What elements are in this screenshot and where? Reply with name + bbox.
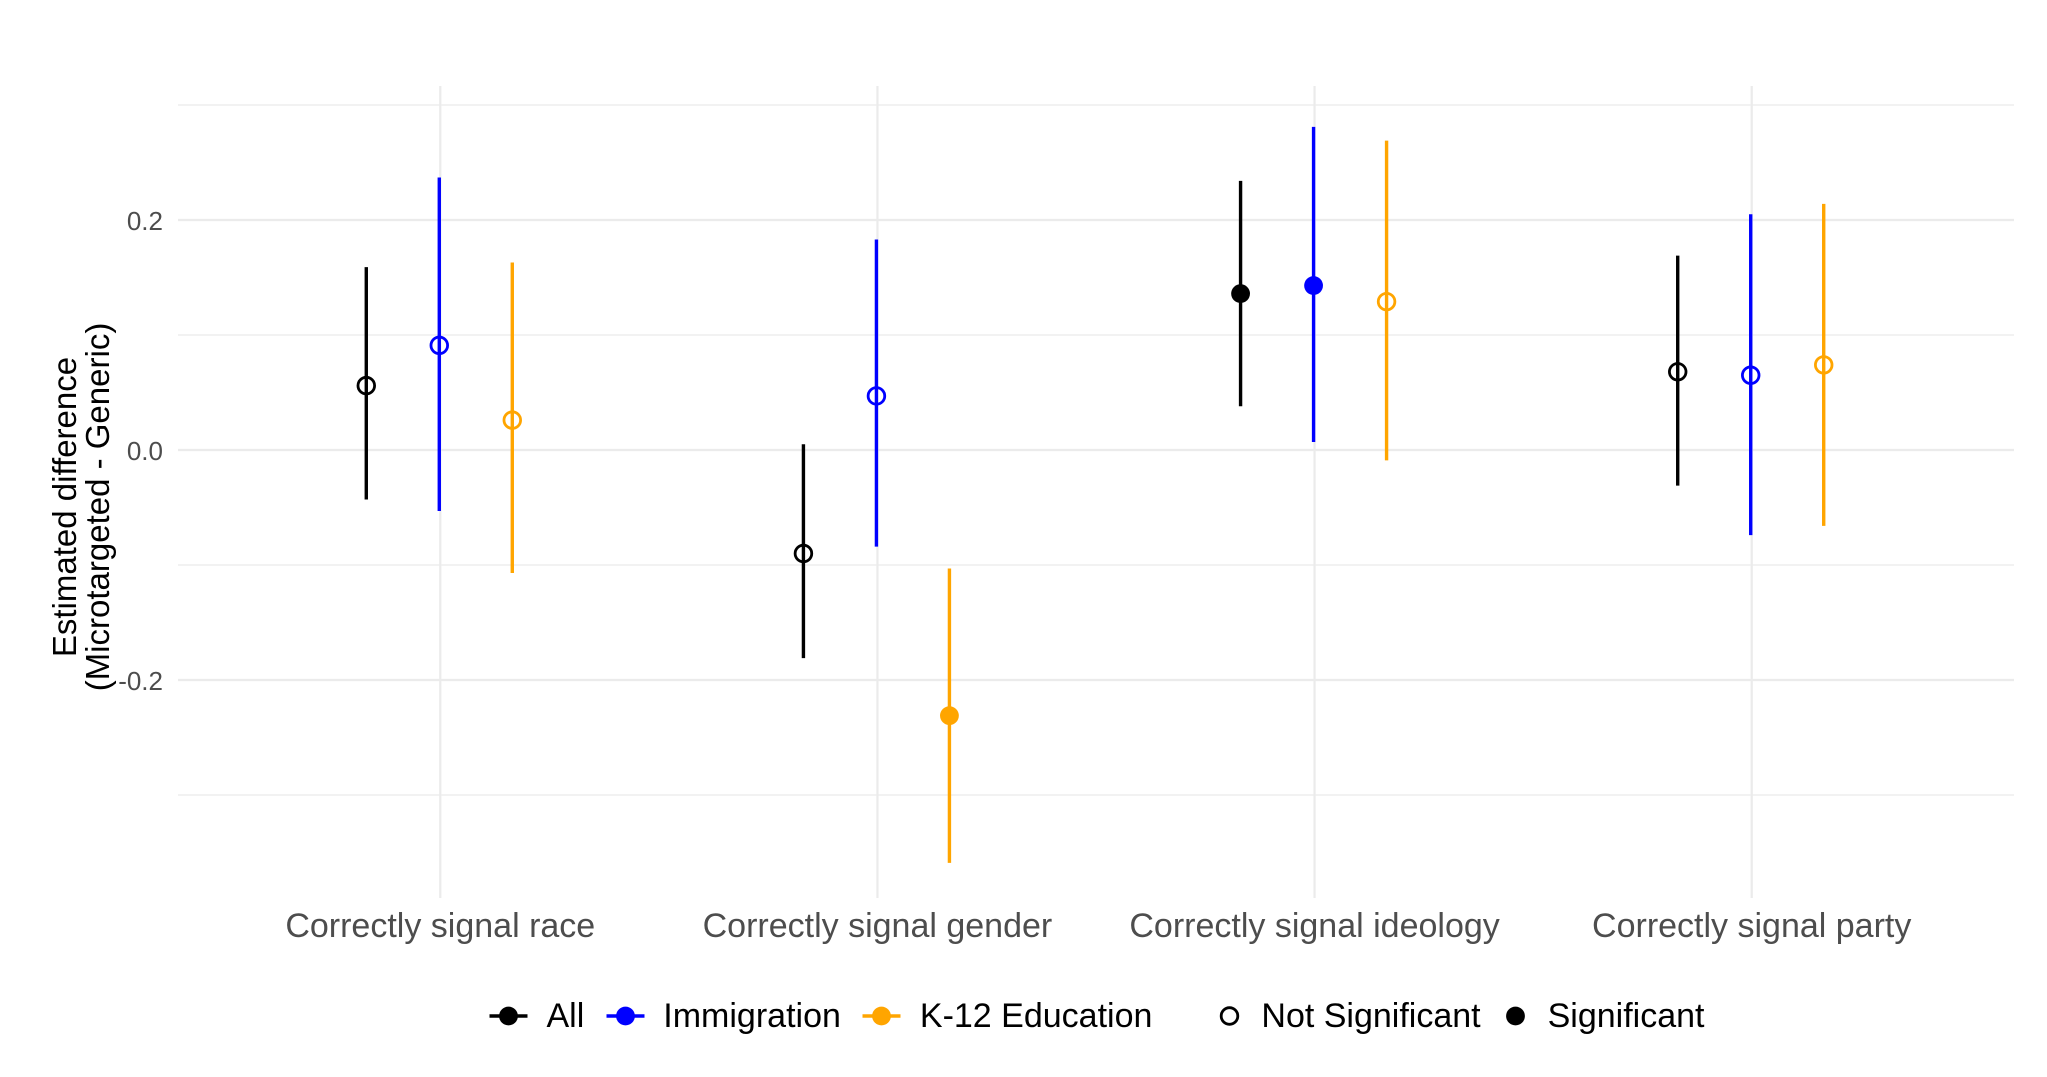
legend-label: K-12 Education	[919, 997, 1153, 1035]
point-not-significant	[1814, 355, 1834, 375]
legend-label: Immigration	[663, 997, 841, 1035]
legend-label: Not Significant	[1261, 997, 1481, 1035]
y-tick-label--0.2: -0.2	[118, 665, 163, 696]
point-not-significant	[502, 410, 522, 430]
point-not-significant	[1668, 362, 1688, 382]
legend-item-not-significant: Not Significant	[1216, 997, 1481, 1035]
point-significant	[940, 706, 959, 726]
y-axis-title-line1: Estimated difference	[46, 356, 83, 658]
legend-item-all: All	[489, 999, 584, 1033]
legend-label: All	[546, 997, 585, 1035]
point-not-significant	[866, 386, 887, 406]
legend-key-filled-circle-icon	[1506, 1006, 1526, 1026]
point-not-significant	[1741, 365, 1761, 385]
x-category-label-2: Correctly signal gender	[702, 907, 1053, 945]
y-tick-label-0.0: 0.0	[126, 435, 163, 466]
legend-item-significant: Significant	[1503, 999, 1705, 1033]
legend-label: Significant	[1547, 997, 1705, 1035]
point-significant	[1304, 276, 1323, 295]
y-tick-label-0.2: 0.2	[126, 205, 163, 236]
point-not-significant	[429, 335, 449, 356]
legend-key-open-circle-icon	[1219, 1006, 1240, 1026]
legend-item-k-12-education: K-12 Education	[862, 997, 1153, 1035]
x-category-label-4: Correctly signal party	[1592, 907, 1912, 945]
point-not-significant	[356, 375, 376, 396]
y-axis-title: Estimated difference (Microtargeted - Ge…	[46, 322, 116, 692]
series-all	[356, 180, 1688, 659]
series-k-12-education	[502, 140, 1834, 863]
x-category-label-3: Correctly signal ideology	[1129, 907, 1500, 945]
x-category-label-1: Correctly signal race	[285, 907, 596, 945]
point-not-significant	[793, 543, 814, 564]
point-not-significant	[1376, 291, 1397, 312]
y-axis-title-line2: (Microtargeted - Generic)	[79, 322, 116, 692]
legend-item-immigration: Immigration	[606, 999, 841, 1033]
legend-key-pointrange-icon	[489, 1006, 528, 1026]
legend-key-pointrange-icon	[606, 1006, 645, 1026]
point-significant	[1231, 284, 1250, 303]
chart-legend: All Immigration K-12 Education Not Signific…	[489, 997, 1705, 1035]
legend-key-pointrange-icon	[862, 1006, 901, 1026]
series-immigration	[429, 126, 1761, 547]
